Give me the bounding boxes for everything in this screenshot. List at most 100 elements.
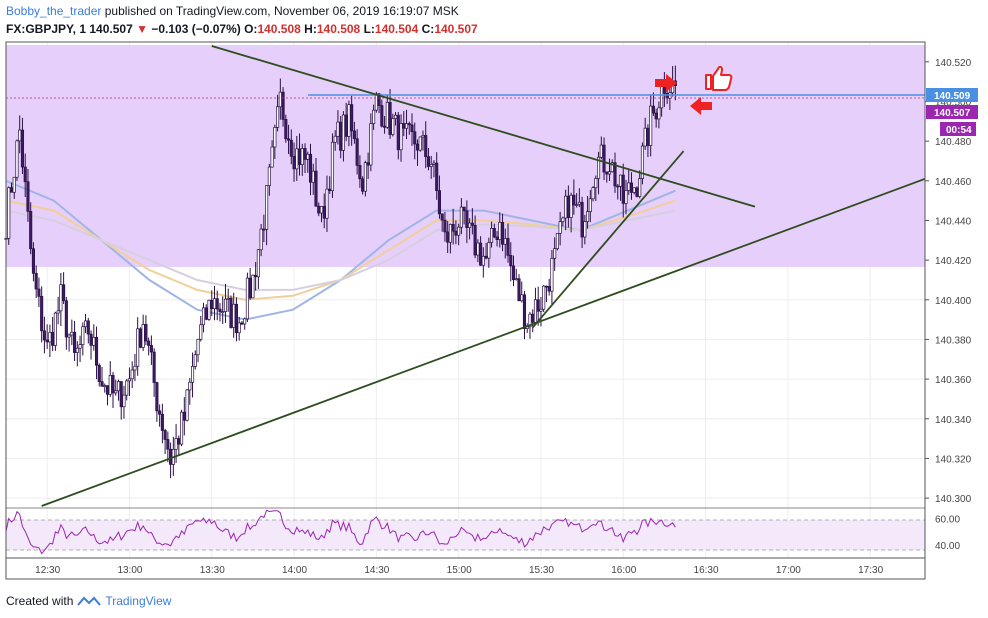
- open-label: O:: [244, 22, 258, 36]
- level-badge-text: 140.509: [934, 91, 971, 102]
- candle-body: [377, 93, 381, 106]
- candle-body: [53, 312, 57, 346]
- time-axis[interactable]: 12:30 13:00 13:30 14:00 14:30 15:00 15:30 16:00…: [35, 565, 883, 576]
- trendline-ascending_long[interactable]: [41, 177, 926, 507]
- candle-body: [435, 162, 439, 191]
- time-tick-label: 13:00: [117, 565, 142, 576]
- price-tick-label: 140.360: [935, 375, 972, 386]
- candle-body: [410, 124, 414, 133]
- candle-body: [311, 170, 315, 183]
- open-value: 140.508: [257, 22, 301, 36]
- tradingview-link[interactable]: TradingView: [105, 594, 172, 608]
- candle-body: [114, 390, 118, 394]
- candle-body: [314, 170, 318, 207]
- price-axis[interactable]: 140.520 140.500 140.480 140.460 140.440 140.4…: [925, 58, 972, 505]
- candle-body: [18, 129, 22, 142]
- candle-body: [240, 322, 244, 325]
- candle-body: [388, 102, 392, 135]
- candle-body: [160, 413, 164, 431]
- candle-body: [465, 210, 469, 228]
- candle-body: [495, 236, 499, 240]
- candle-body: [542, 285, 546, 310]
- candle-body: [297, 148, 302, 165]
- candle-body: [561, 217, 565, 223]
- candle-body: [407, 123, 411, 126]
- symbol-header: FX:GBPJPY, 1 140.507 ▼ −0.103 (−0.07%) O…: [6, 22, 478, 36]
- low-label: L:: [363, 22, 375, 36]
- price-tick-label: 140.420: [935, 256, 972, 267]
- price-change: −0.103 (−0.07%): [151, 22, 241, 36]
- candle-body: [413, 131, 417, 145]
- candle-body: [347, 104, 351, 137]
- time-tick-label: 15:30: [529, 565, 554, 576]
- trendline-ascending_short[interactable]: [532, 150, 685, 329]
- candle-body: [657, 107, 661, 120]
- footer: Created with TradingView: [6, 594, 171, 608]
- candle-body: [204, 307, 208, 320]
- candle-body: [23, 166, 27, 183]
- candle-body: [651, 105, 655, 114]
- rsi-tick-label: 40.00: [935, 541, 960, 552]
- time-tick-label: 14:30: [364, 565, 389, 576]
- candle-body: [539, 308, 543, 312]
- candle-body: [262, 228, 266, 231]
- candle-body: [56, 310, 60, 314]
- candle-body: [127, 378, 131, 382]
- candle-body: [613, 162, 617, 187]
- candle-body: [473, 225, 477, 256]
- candle-body: [84, 320, 88, 328]
- candle-body: [550, 257, 554, 292]
- candle-body: [558, 221, 562, 234]
- candle-body: [229, 297, 233, 328]
- candle-body: [372, 109, 376, 124]
- candle-body: [402, 123, 406, 129]
- candle-body: [654, 112, 658, 120]
- moving-average-line: [5, 209, 676, 291]
- candle-body: [15, 140, 19, 178]
- trendlines[interactable]: [41, 45, 926, 507]
- candle-body: [500, 222, 505, 245]
- candle-body: [330, 141, 335, 191]
- candle-body: [459, 206, 463, 228]
- candle-body: [415, 143, 420, 151]
- candle-body: [300, 148, 304, 165]
- candle-body: [166, 439, 170, 450]
- candle-body: [325, 188, 329, 219]
- candle-body: [481, 255, 485, 266]
- candle-body: [212, 298, 217, 310]
- candle-body: [116, 381, 121, 392]
- author-name[interactable]: Bobby_the_trader: [6, 4, 102, 18]
- candle-body: [45, 339, 49, 343]
- candle-body: [503, 238, 507, 245]
- candle-body: [520, 294, 524, 302]
- candle-body: [210, 299, 214, 310]
- candle-body: [517, 278, 521, 302]
- candle-body: [59, 284, 63, 312]
- candle-body: [245, 277, 249, 320]
- candle-body: [479, 242, 483, 266]
- candle-body: [533, 299, 538, 323]
- candle-body: [443, 219, 447, 233]
- candle-body: [621, 174, 625, 204]
- candle-body: [599, 144, 603, 158]
- candle-body: [9, 187, 14, 193]
- candle-body: [429, 164, 433, 167]
- candle-body: [119, 381, 123, 408]
- candle-body: [34, 273, 38, 290]
- candle-body: [484, 255, 488, 259]
- candle-body: [418, 136, 422, 151]
- candle-body: [629, 182, 634, 193]
- candle-body: [355, 138, 359, 166]
- candle-body: [522, 294, 527, 329]
- candle-body: [207, 299, 211, 320]
- candle-body: [454, 230, 458, 236]
- trendline-descending[interactable]: [211, 45, 756, 208]
- candle-body: [103, 385, 107, 387]
- time-tick-label: 17:00: [776, 565, 801, 576]
- candle-body: [67, 334, 71, 338]
- candle-body: [29, 211, 33, 250]
- candle-body: [374, 93, 378, 111]
- candle-body: [51, 332, 55, 346]
- candle-body: [514, 278, 518, 281]
